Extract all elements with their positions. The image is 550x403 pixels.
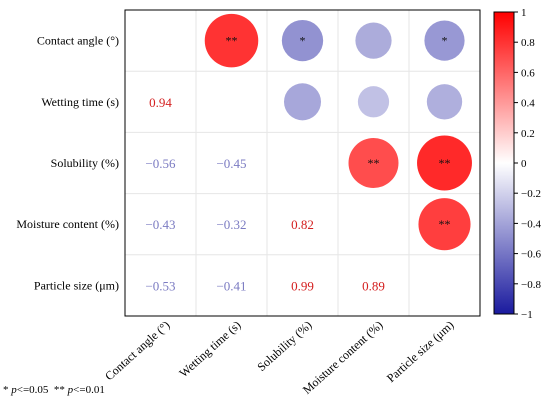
x-axis-label: Solubility (%): [254, 318, 314, 374]
note-one-star: *: [3, 384, 12, 396]
y-axis-label: Solubility (%): [51, 156, 119, 170]
note-two-star-threshold: <=0.01: [73, 384, 105, 396]
cells: ** * *0.94−0.56 −0.45 ** **−0.43 −0.32 0.82 **−0…: [145, 13, 472, 293]
correlation-value-label: −0.43: [145, 217, 175, 232]
correlation-value-label: −0.32: [216, 217, 246, 232]
colorbar-tick-label: −0.2: [521, 188, 541, 200]
note-p-symbol-1: p: [11, 384, 17, 396]
x-axis-label: Wetting time (s): [176, 318, 243, 380]
significance-note: * p<=0.05 ** p<=0.01: [3, 384, 105, 396]
correlation-value-label: 0.82: [291, 217, 314, 232]
correlation-circle: [357, 86, 390, 118]
colorbar-tick-label: −0.4: [521, 218, 541, 230]
plot-frame: [124, 9, 481, 317]
significance-marker: *: [442, 34, 448, 48]
x-axis-labels: Contact angle (°) Wetting time (s) Solubil…: [102, 318, 456, 397]
correlation-value-label: −0.53: [145, 278, 175, 293]
colorbar-tick-label: 0.4: [521, 98, 535, 110]
correlation-circle: [417, 135, 472, 191]
colorbar-tick-label: 0.2: [521, 128, 535, 140]
significance-marker: **: [439, 156, 451, 170]
significance-marker: **: [439, 217, 451, 231]
significance-marker: *: [300, 34, 306, 48]
note-one-star-threshold: <=0.05: [16, 384, 49, 396]
colorbar-ticks: 1 0.8 0.6 0.4 0.2 0 −0.2 −0.4 −0.6 −0.8 −1: [514, 7, 541, 321]
grid: [125, 10, 480, 316]
x-axis-label: Contact angle (°): [102, 318, 172, 383]
correlation-value-label: 0.99: [291, 278, 314, 293]
correlation-value-label: −0.56: [145, 156, 176, 171]
correlation-value-label: −0.45: [216, 156, 246, 171]
colorbar-tick-label: 0.6: [521, 67, 535, 79]
y-axis-label: Particle size (μm): [34, 278, 119, 292]
significance-marker: **: [226, 34, 238, 48]
correlation-value-label: 0.94: [149, 95, 172, 110]
colorbar-tick-label: 0: [521, 158, 527, 170]
correlation-value-label: −0.41: [216, 278, 246, 293]
y-axis-labels: Contact angle (°) Wetting time (s) Solubil…: [16, 34, 119, 293]
correlation-circle: [204, 13, 259, 68]
correlation-circle: [281, 19, 324, 62]
x-axis-label: Particle size (μm): [384, 318, 457, 385]
colorbar-tick-label: 1: [521, 7, 527, 19]
correlation-circle: [283, 83, 322, 121]
correlation-circle: [348, 138, 399, 188]
correlation-circle: [426, 84, 463, 120]
correlation-circle: [418, 198, 471, 251]
y-axis-label: Wetting time (s): [41, 95, 119, 109]
correlation-value-label: 0.89: [362, 278, 385, 293]
significance-marker: **: [368, 156, 380, 170]
note-p-symbol-2: p: [67, 384, 74, 396]
colorbar-tick-label: 0.8: [521, 37, 535, 49]
correlation-circle: [424, 20, 465, 61]
colorbar-tick-label: −0.6: [521, 249, 541, 261]
y-axis-label: Moisture content (%): [16, 217, 119, 231]
note-two-star: **: [48, 384, 68, 396]
colorbar: [493, 11, 515, 315]
colorbar-tick-label: −1: [521, 309, 533, 321]
y-axis-label: Contact angle (°): [37, 34, 119, 48]
colorbar-tick-label: −0.8: [521, 279, 541, 291]
correlation-circle: [355, 22, 392, 59]
